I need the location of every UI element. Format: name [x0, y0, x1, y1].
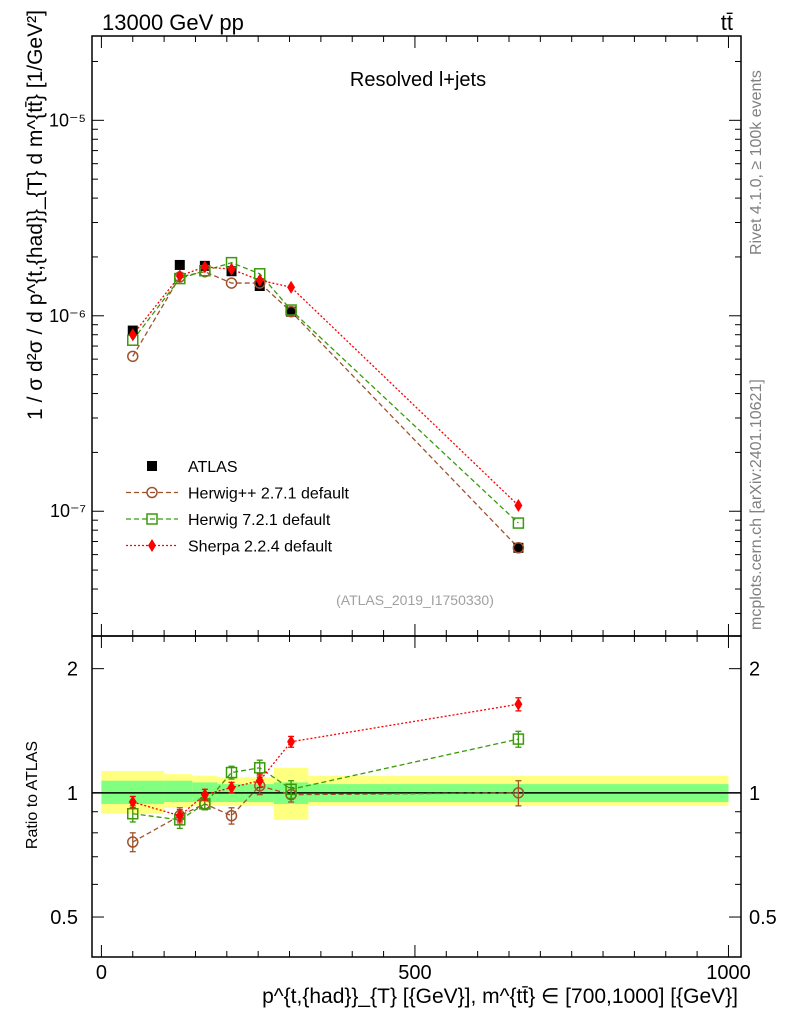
ratio-y-tick-label-right: 1	[749, 783, 760, 805]
legend-marker	[148, 539, 156, 552]
ratio-point	[127, 807, 139, 820]
data-point	[287, 280, 296, 294]
stat-uncertainty-band	[164, 780, 193, 803]
ratio-y-axis-label: Ratio to ATLAS	[24, 741, 41, 849]
ratio-point	[287, 735, 296, 749]
series-line	[132, 261, 519, 524]
data-point	[285, 304, 297, 316]
ratio-point	[253, 762, 266, 774]
header-energy-label: 13000 GeV pp	[102, 10, 244, 35]
ratio-point	[127, 836, 139, 848]
header-process-label: tt̄	[721, 10, 733, 35]
x-tick-label: 0	[96, 962, 107, 984]
ratio-y-tick-label: 2	[67, 659, 78, 681]
data-point	[200, 260, 209, 274]
ratio-point	[227, 781, 236, 795]
ratio-plot-frame	[91, 635, 742, 958]
ratio-point	[255, 774, 264, 788]
data-point	[175, 269, 184, 283]
ratio-point	[175, 809, 184, 823]
ratio-y-tick-label: 1	[67, 783, 78, 805]
ratio-point	[225, 766, 238, 779]
series-line	[132, 271, 519, 549]
ratio-panel: 0.5 0.5 1 1 2 2 0 500 1000	[50, 636, 777, 984]
data-point	[512, 517, 525, 529]
data-point	[513, 542, 524, 553]
ratio-y-tick-label-right: 2	[749, 659, 760, 681]
ratio-point	[225, 809, 238, 822]
y-tick-label: 10⁻⁶	[49, 306, 86, 326]
data-point	[128, 328, 137, 342]
legend-label: ATLAS	[188, 459, 238, 476]
legend-label: Sherpa 2.2.4 default	[188, 539, 333, 556]
x-tick-label: 500	[398, 962, 431, 984]
legend-label: Herwig++ 2.7.1 default	[188, 486, 350, 503]
legend-marker	[146, 486, 158, 499]
ratio-point	[128, 795, 137, 809]
ratio-point	[512, 733, 525, 745]
main-panel: 10⁻⁷ 10⁻⁶ 10⁻⁵	[49, 36, 741, 636]
y-tick-label: 10⁻⁵	[49, 110, 86, 130]
ratio-point	[200, 788, 209, 802]
data-point	[127, 350, 139, 363]
ratio-point	[285, 783, 297, 796]
data-point	[286, 306, 297, 317]
x-tick-label: 1000	[706, 962, 751, 984]
data-point	[514, 498, 523, 512]
ratio-y-tick-label: 0.5	[50, 907, 78, 929]
plot-title: Resolved l+jets	[350, 69, 486, 91]
y-tick-label: 10⁻⁷	[50, 501, 86, 521]
data-point	[227, 262, 236, 276]
ratio-point	[512, 787, 525, 799]
x-axis-label: p^{t,{had}}_{T} [{GeV}], m^{tt̄} ∈ [700,…	[262, 985, 738, 1008]
rivet-version-label: Rivet 4.1.0, ≥ 100k events	[748, 70, 765, 255]
legend-label: Herwig 7.2.1 default	[188, 512, 331, 529]
legend-marker	[147, 461, 157, 471]
ratio-point	[514, 697, 523, 711]
analysis-watermark: (ATLAS_2019_I1750330)	[336, 592, 494, 608]
main-y-axis-label: 1 / σ d²σ / d p^{t,{had}}_{T} d m^{tt̄} …	[24, 10, 47, 420]
ratio-y-tick-label-right: 0.5	[749, 907, 777, 929]
legend-marker	[146, 513, 158, 525]
data-point	[225, 277, 238, 289]
legend: ATLAS Herwig++ 2.7.1 default Herwig 7.2.1 …	[126, 459, 350, 556]
data-point	[174, 259, 185, 270]
data-point	[255, 273, 264, 287]
data-point	[512, 542, 525, 554]
mcplots-reference-label: mcplots.cern.ch [arXiv:2401.10621]	[748, 379, 765, 630]
